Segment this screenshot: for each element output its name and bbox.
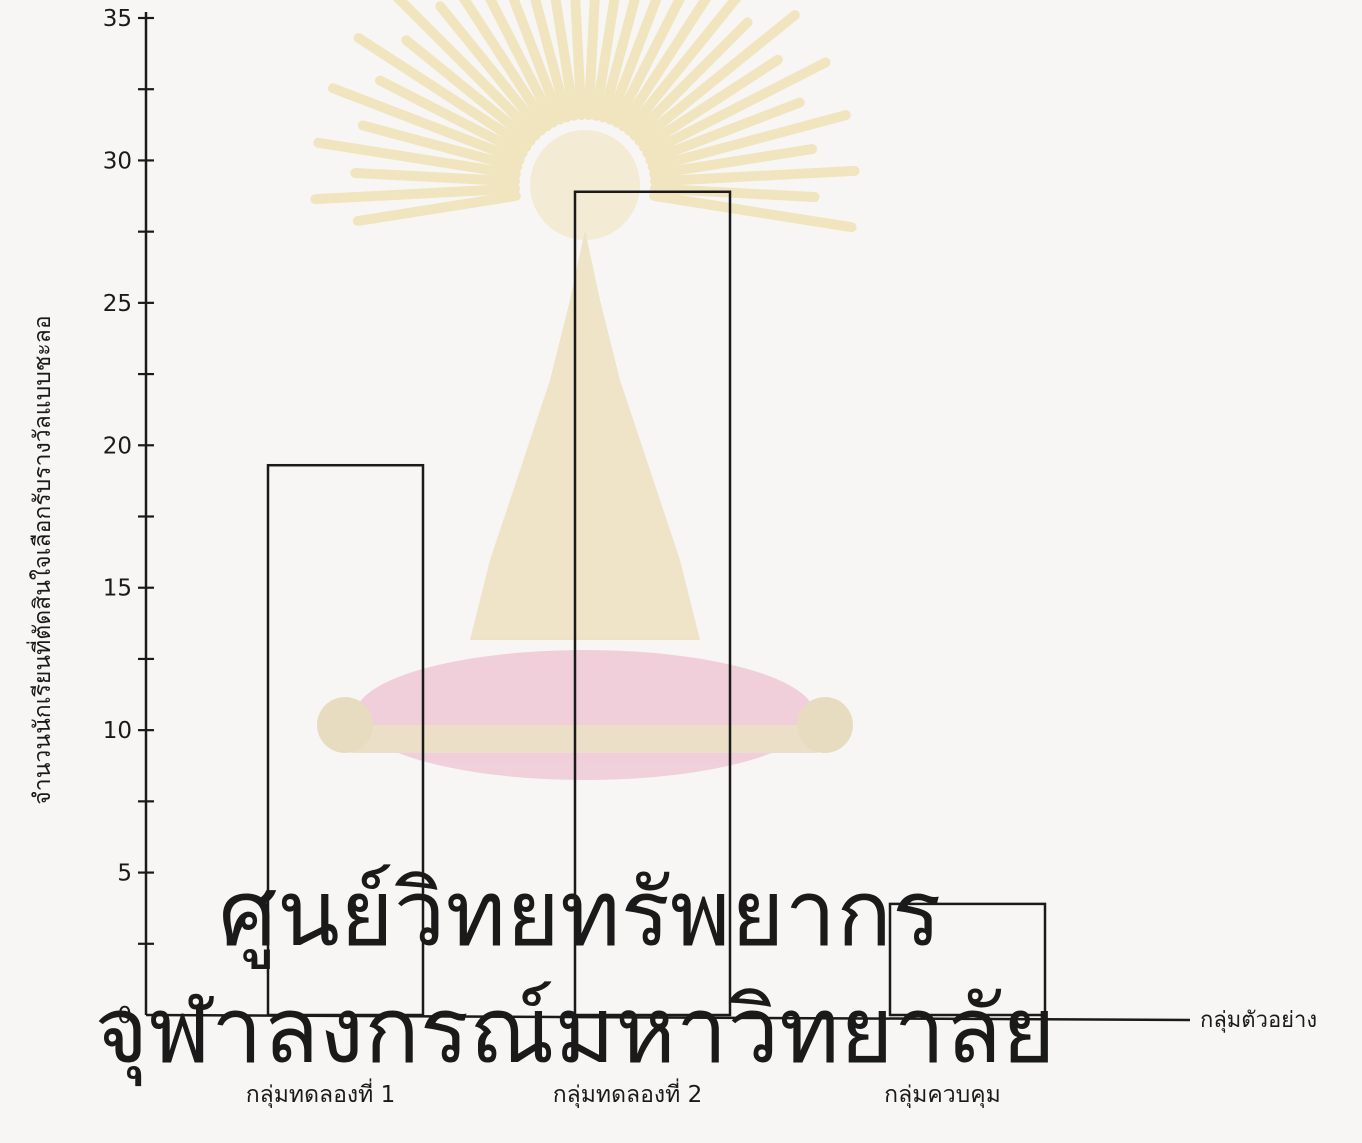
emblem-ray: [647, 110, 851, 172]
bar: [888, 902, 1047, 1017]
watermark-line1: ศูนย์วิทยทรัพยากร: [219, 860, 942, 969]
emblem-ray: [583, 0, 600, 121]
emblem-ray: [327, 83, 525, 165]
chulalongkorn-emblem-icon: [310, 0, 860, 780]
emblem-ray: [642, 57, 831, 159]
emblem-ray: [310, 183, 521, 205]
emblem-ray: [629, 17, 753, 141]
bars: [266, 190, 1047, 1017]
axes: 0 5 10 15 20 25 30 35: [103, 6, 1191, 1029]
emblem-ray: [458, 0, 552, 132]
y-tick-label: 20: [103, 433, 132, 459]
emblem-ray: [618, 0, 712, 132]
emblem-scroll-right: [797, 697, 853, 753]
emblem-ray: [649, 183, 820, 203]
emblem-ray: [649, 165, 860, 187]
emblem-ray: [645, 97, 805, 165]
x-axis-label: กลุ่มตัวอย่าง: [1200, 1008, 1317, 1033]
emblem-ray: [649, 190, 857, 233]
emblem-ray: [353, 32, 532, 152]
bar: [573, 190, 732, 1017]
emblem-ray: [485, 0, 559, 128]
emblem-ray: [313, 137, 521, 180]
y-tick-label: 30: [103, 148, 132, 174]
x-tick-labels: กลุ่มทดลองที่ 1 กลุ่มทดลองที่ 2 กลุ่มควบคุ…: [246, 1078, 1001, 1108]
y-ticks: 0 5 10 15 20 25 30 35: [103, 6, 154, 1029]
emblem-ray: [570, 0, 587, 121]
emblem-rays: [310, 0, 860, 233]
emblem-ray: [624, 0, 742, 136]
emblem-ray: [375, 75, 528, 159]
emblem-ray: [634, 10, 800, 146]
emblem-ray: [550, 0, 580, 121]
y-tick-label: 10: [103, 718, 132, 744]
emblem-ray: [605, 0, 662, 125]
emblem-ray: [401, 35, 536, 146]
x-tick-label: กลุ่มทดลองที่ 2: [553, 1078, 703, 1108]
emblem-ray: [649, 144, 818, 180]
emblem-crown: [470, 230, 700, 640]
y-axis-label: จำนวนนักเรียนที่ตัดสินใจเลือกรับรางวัลแบ…: [26, 315, 56, 804]
emblem-ray: [530, 0, 572, 123]
emblem-ray: [435, 1, 546, 136]
emblem-ray: [392, 0, 541, 141]
emblem-ray: [357, 120, 523, 172]
y-tick-label: 25: [103, 291, 132, 317]
bar: [266, 463, 425, 1017]
emblem-ray: [590, 0, 620, 121]
emblem-ray: [508, 0, 565, 125]
emblem-ray: [638, 54, 783, 152]
y-tick-label: 15: [103, 576, 132, 602]
emblem-halo: [530, 130, 640, 240]
watermark: ศูนย์วิทยทรัพยากร จุฬาลงกรณ์มหาวิทยาลัย: [94, 0, 1056, 1087]
x-tick-label: กลุ่มทดลองที่ 1: [246, 1078, 396, 1108]
emblem-stand: [345, 725, 825, 753]
y-tick-label: 5: [117, 861, 132, 887]
emblem-ray: [352, 190, 521, 226]
emblem-ray: [598, 0, 640, 123]
x-tick-label: กลุ่มควบคุม: [884, 1082, 1001, 1108]
emblem-ray: [611, 0, 685, 128]
emblem-ray: [350, 167, 521, 187]
y-tick-label: 35: [103, 6, 132, 32]
y-tick-label: 0: [117, 1003, 132, 1029]
emblem-scroll-left: [317, 697, 373, 753]
